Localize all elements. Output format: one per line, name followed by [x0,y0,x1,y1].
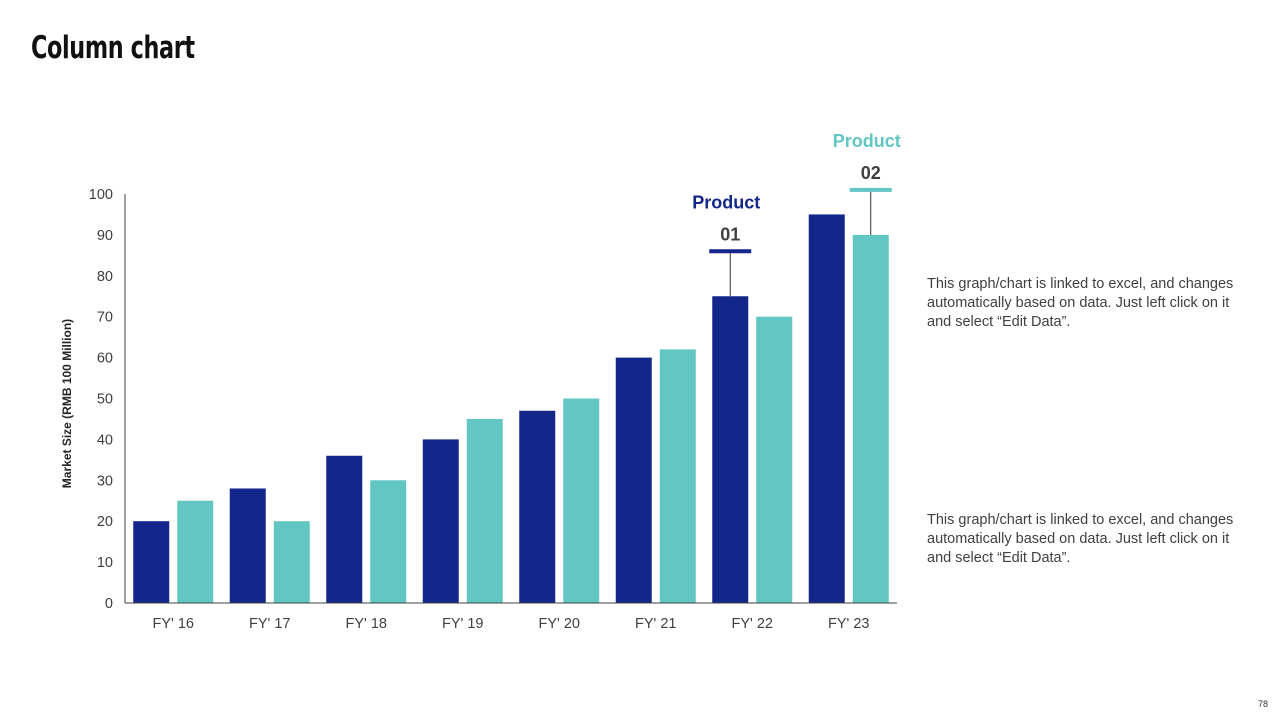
bar-series1-6 [615,357,652,603]
annotation-1-marker [709,249,752,254]
x-tick-label-6: FY' 21 [635,616,676,632]
y-tick-label-100: 100 [89,187,113,203]
annotation-1-number: 01 [720,224,740,244]
bar-series2-7 [756,316,793,603]
y-tick-label-90: 90 [97,228,113,244]
chart-note-1: This graph/chart is linked to excel, and… [927,276,1234,330]
x-tick-label-2: FY' 17 [249,616,290,632]
x-tick-label-7: FY' 22 [732,616,773,632]
annotation-1-label: Product [692,192,760,212]
bar-series1-1 [133,521,170,603]
x-tick-label-4: FY' 19 [442,616,483,632]
bar-series2-2 [273,521,310,603]
page-number: 78 [1257,699,1268,709]
y-tick-label-0: 0 [105,596,113,612]
y-tick-label-20: 20 [97,514,113,530]
annotation-2-number: 02 [861,163,881,183]
annotation-2-label: Product [833,131,901,151]
x-tick-label-5: FY' 20 [539,616,580,632]
bar-series2-4 [466,418,503,603]
y-tick-label-50: 50 [97,392,113,408]
x-tick-label-8: FY' 23 [828,616,869,632]
bar-series1-2 [229,488,266,603]
chart-note-2: This graph/chart is linked to excel, and… [927,512,1234,566]
y-tick-label-30: 30 [97,473,113,489]
annotation-2-marker [849,187,892,192]
y-tick-label-70: 70 [97,310,113,326]
y-tick-label-60: 60 [97,351,113,367]
bar-series1-4 [422,439,459,603]
y-axis-title: Market Size (RMB 100 Million) [60,319,74,488]
y-tick-label-40: 40 [97,432,113,448]
slide-title: Column chart [31,30,195,66]
y-tick-label-10: 10 [97,555,113,571]
bar-series2-3 [370,480,407,603]
bar-series1-5 [519,410,556,603]
bar-series1-8 [808,214,845,603]
x-tick-label-1: FY' 16 [153,616,194,632]
x-tick-label-3: FY' 18 [346,616,387,632]
bar-series2-5 [563,398,600,603]
bar-series1-3 [326,455,363,603]
bar-series1-7 [712,296,749,603]
y-tick-label-80: 80 [97,269,113,285]
bar-series2-6 [659,349,696,603]
bar-series2-1 [177,500,214,603]
bar-series2-8 [852,234,889,603]
